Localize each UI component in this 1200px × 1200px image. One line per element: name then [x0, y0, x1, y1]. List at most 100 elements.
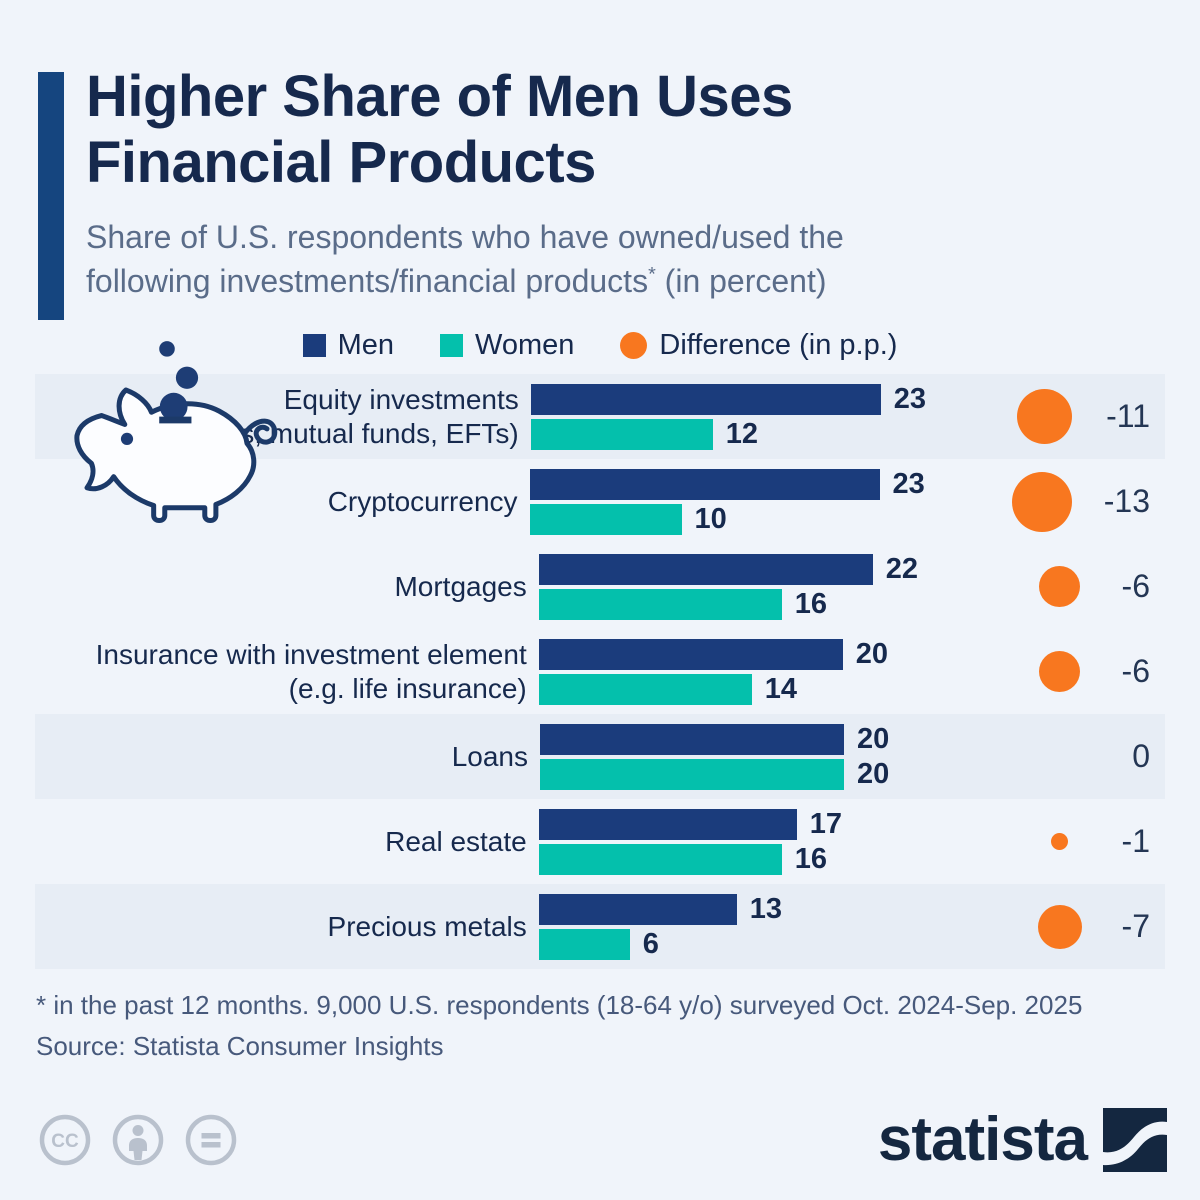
- title-accent-bar: [38, 72, 64, 320]
- cc-license-icons: CC: [38, 1113, 238, 1167]
- men-swatch-icon: [302, 334, 326, 358]
- footnotes: * in the past 12 months. 9,000 U.S. resp…: [36, 985, 1164, 1066]
- cc-icon: CC: [39, 1114, 91, 1166]
- source-text: Source: Statista Consumer Insights: [36, 1030, 444, 1061]
- difference-cell: -13: [980, 459, 1165, 544]
- chart-row: Loans 20 20 0: [35, 714, 1165, 800]
- bar-group: 17 16: [538, 807, 998, 875]
- women-bar: [538, 928, 630, 960]
- difference-value: -6: [1121, 653, 1150, 690]
- chart-rows: Equity investments (e.g. stocks, mutual …: [35, 374, 1165, 970]
- women-bar-value: 16: [794, 842, 827, 875]
- legend-label: Men: [337, 329, 394, 362]
- men-bar-value: 20: [857, 722, 890, 755]
- men-bar-value: 22: [885, 552, 918, 585]
- legend-item-women: Women: [440, 329, 574, 362]
- difference-cell: -6: [998, 544, 1165, 629]
- men-bar-value: 23: [893, 382, 927, 415]
- men-bar-value: 13: [749, 892, 782, 925]
- chart-row: Cryptocurrency 23 10 -13: [35, 459, 1165, 544]
- legend-label: Women: [475, 329, 575, 362]
- men-bar: [538, 893, 737, 925]
- difference-value: -7: [1121, 908, 1150, 945]
- women-bar-value: 16: [794, 587, 827, 620]
- category-label: Precious metals: [327, 911, 527, 943]
- difference-bubble: [1051, 833, 1069, 851]
- difference-bubble: [1037, 904, 1082, 949]
- bar-group: 13 6: [538, 892, 998, 960]
- men-bar: [529, 468, 880, 500]
- men-bar: [538, 638, 843, 670]
- women-bar: [538, 588, 782, 620]
- men-bar-value: 23: [892, 467, 925, 500]
- difference-bubble: [1039, 566, 1081, 608]
- footnote-text: * in the past 12 months. 9,000 U.S. resp…: [36, 990, 1083, 1021]
- chart-row: Mortgages 22 16 -6: [35, 544, 1165, 629]
- chart-row: Equity investments (e.g. stocks, mutual …: [35, 374, 1165, 460]
- category-label: Loans: [451, 741, 528, 773]
- men-bar: [540, 723, 844, 755]
- title-line-1: Higher Share of Men Uses: [86, 64, 793, 129]
- bar-group: 20 20: [540, 722, 1000, 790]
- subtitle-line-2: following investments/financial products…: [86, 263, 827, 300]
- women-bar: [530, 418, 713, 450]
- chart-row: Insurance with investment element (e.g. …: [35, 629, 1165, 714]
- difference-value: -13: [1103, 483, 1150, 520]
- category-label: Insurance with investment element (e.g. …: [95, 639, 527, 704]
- statista-logo: statista: [878, 1108, 1167, 1172]
- difference-bubble: [1011, 471, 1072, 532]
- women-bar-value: 6: [642, 927, 659, 960]
- bar-group: 20 14: [538, 637, 998, 705]
- difference-cell: 0: [1000, 714, 1165, 799]
- attribution-person-icon: [112, 1114, 164, 1166]
- difference-cell: -7: [998, 884, 1165, 969]
- men-bar: [538, 553, 873, 585]
- equals-icon: [185, 1114, 237, 1166]
- women-bar-value: 10: [694, 502, 727, 535]
- subtitle-line-1: Share of U.S. respondents who have owned…: [86, 219, 844, 256]
- chart-row: Real estate 17 16 -1: [35, 799, 1165, 884]
- chart-legend: Men Women Difference (in p.p.): [0, 329, 1200, 362]
- women-bar-value: 14: [764, 672, 797, 705]
- legend-item-difference: Difference (in p.p.): [620, 329, 897, 362]
- women-swatch-icon: [440, 334, 463, 358]
- difference-cell: -11: [982, 374, 1165, 459]
- men-bar: [530, 383, 881, 415]
- page-title: Higher Share of Men Uses Financial Produ…: [86, 64, 1160, 195]
- difference-value: -6: [1121, 568, 1150, 605]
- women-bar: [529, 503, 682, 535]
- difference-value: -11: [1106, 398, 1150, 435]
- difference-bubble: [1039, 651, 1081, 693]
- statista-logo-mark-icon: [1103, 1108, 1167, 1172]
- page-subtitle: Share of U.S. respondents who have owned…: [86, 215, 1160, 303]
- header: Higher Share of Men Uses Financial Produ…: [0, 0, 1200, 303]
- women-bar-value: 20: [857, 757, 890, 790]
- bar-group: 23 10: [529, 467, 980, 535]
- title-line-2: Financial Products: [86, 129, 596, 195]
- svg-text:CC: CC: [51, 1131, 79, 1152]
- chart-row: Precious metals 13 6 -7: [35, 884, 1165, 970]
- women-bar-value: 12: [725, 417, 759, 450]
- women-bar: [538, 843, 782, 875]
- bar-group: 22 16: [538, 552, 998, 620]
- men-bar: [538, 808, 797, 840]
- legend-item-men: Men: [302, 329, 394, 362]
- category-label: Real estate: [385, 826, 527, 858]
- difference-bubble: [1016, 389, 1072, 445]
- difference-dot-icon: [620, 332, 648, 360]
- category-label: Cryptocurrency: [327, 486, 518, 518]
- women-bar: [538, 673, 752, 705]
- men-bar-value: 20: [855, 637, 888, 670]
- category-label: Mortgages: [394, 571, 527, 603]
- legend-label: Difference (in p.p.): [659, 329, 898, 362]
- women-bar: [540, 758, 844, 790]
- category-label: Equity investments (e.g. stocks, mutual …: [111, 384, 519, 449]
- bottom-bar: CC statista: [38, 1108, 1167, 1172]
- footnote-asterisk: *: [648, 263, 656, 286]
- bar-group: 23 12: [530, 382, 982, 450]
- difference-cell: -6: [998, 629, 1165, 714]
- statista-wordmark: statista: [877, 1105, 1088, 1174]
- difference-cell: -1: [998, 799, 1165, 884]
- men-bar-value: 17: [809, 807, 842, 840]
